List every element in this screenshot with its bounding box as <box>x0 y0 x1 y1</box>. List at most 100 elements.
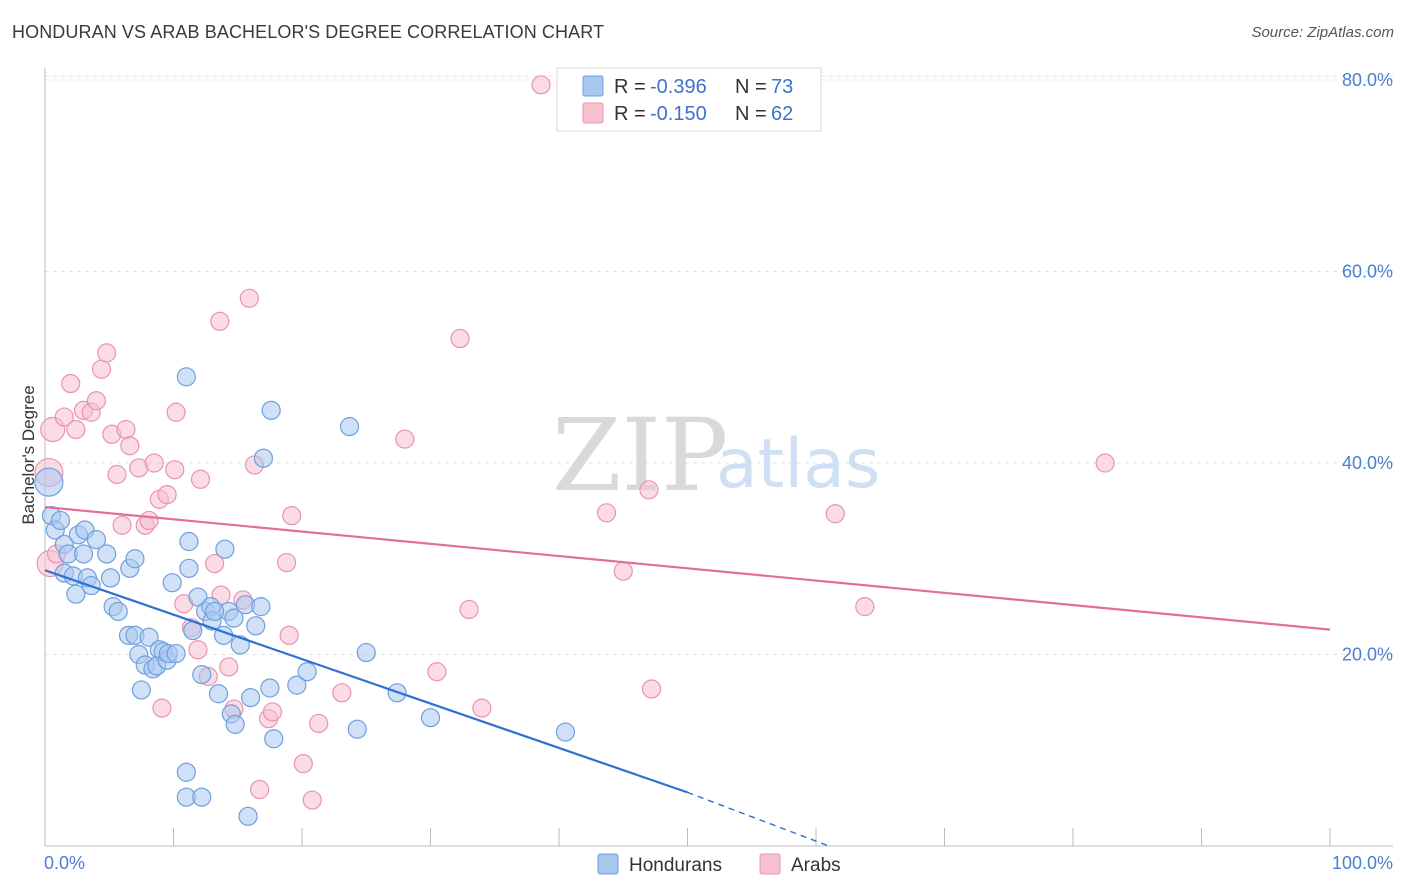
honduran-point-63 <box>347 719 367 739</box>
arab-point-20 <box>144 453 164 473</box>
arab-point-28 <box>190 469 211 489</box>
arab-point-51 <box>459 599 479 620</box>
legend-r-value-2: -0.150 <box>650 103 707 125</box>
honduran-point-57 <box>260 678 280 698</box>
arab-point-42 <box>279 625 299 645</box>
x-tick-max: 100.0% <box>1332 853 1393 873</box>
honduran-point-66 <box>420 708 441 728</box>
source-label: Source: ZipAtlas.com <box>1251 24 1394 41</box>
arab-point-43 <box>282 506 302 526</box>
arab-point-49 <box>427 662 447 682</box>
arab-point-30 <box>205 553 225 574</box>
arab-point-14 <box>112 515 132 535</box>
legend: R = -0.396 N = 73 R = -0.150 N = 62 <box>556 67 822 132</box>
arab-point-36 <box>239 288 259 308</box>
arab-point-10 <box>91 359 112 379</box>
honduran-point-53 <box>241 687 261 708</box>
honduran-point-71 <box>238 806 258 826</box>
arab-point-19 <box>139 510 159 531</box>
legend-n-value-2: 62 <box>771 103 793 125</box>
legend-r-label-1: R = <box>614 76 646 98</box>
arab-point-61 <box>152 698 172 718</box>
legend-swatch-hondurans <box>582 75 604 97</box>
honduran-point-15 <box>97 544 117 564</box>
y-tick-labels: 20.0% 40.0% 60.0% 80.0% <box>1342 70 1393 665</box>
arab-point-55 <box>613 561 633 581</box>
arab-point-52 <box>472 698 492 718</box>
arab-point-33 <box>219 657 239 677</box>
bottom-legend-arabs: Arabs <box>791 855 841 876</box>
arab-point-22 <box>157 484 177 505</box>
points-layer <box>34 75 1115 826</box>
honduran-point-18 <box>108 601 128 622</box>
arab-point-9 <box>86 391 107 411</box>
arab-point-38 <box>249 779 270 800</box>
legend-n-label-1: N = <box>735 76 767 98</box>
arab-trend-line <box>44 505 1331 631</box>
arab-point-47 <box>332 683 352 703</box>
honduran-point-37 <box>179 531 199 552</box>
arab-point-56 <box>639 480 659 500</box>
bottom-legend-hondurans: Hondurans <box>629 855 722 876</box>
honduran-point-46 <box>215 539 235 559</box>
arab-point-60 <box>1095 453 1115 473</box>
honduran-point-24 <box>131 680 151 700</box>
honduran-point-54 <box>246 616 266 636</box>
trend-layer <box>44 505 1331 847</box>
honduran-point-14 <box>86 529 107 550</box>
honduran-point-56 <box>253 448 274 468</box>
x-tick-min: 0.0% <box>44 853 85 873</box>
bottom-legend: Hondurans Arabs <box>597 853 841 876</box>
arab-point-16 <box>120 436 140 456</box>
arab-point-27 <box>188 640 208 660</box>
arab-point-31 <box>210 311 230 331</box>
arab-point-41 <box>276 552 297 573</box>
arab-point-48 <box>395 429 415 449</box>
bottom-legend-swatch-hondurans <box>597 853 619 875</box>
honduran-point-22 <box>125 549 145 569</box>
honduran-point-50 <box>225 714 245 734</box>
watermark-atlas: atlas <box>716 425 880 504</box>
arab-point-5 <box>61 373 81 394</box>
arab-point-45 <box>302 790 322 810</box>
arab-point-40 <box>262 702 283 722</box>
honduran-trend-extension <box>687 791 830 847</box>
arab-point-50 <box>450 328 470 349</box>
watermark: ZIP atlas <box>552 397 880 514</box>
arab-point-11 <box>97 343 117 363</box>
arab-point-24 <box>166 402 186 422</box>
arab-point-58 <box>825 504 845 524</box>
honduran-point-0 <box>34 467 64 497</box>
legend-r-value-1: -0.396 <box>650 76 707 98</box>
honduran-point-59 <box>261 400 281 420</box>
y-tick-label-80: 80.0% <box>1342 70 1393 90</box>
honduran-point-35 <box>176 367 196 387</box>
arab-point-59 <box>855 597 875 617</box>
honduran-point-10 <box>73 544 94 564</box>
arab-point-23 <box>165 460 185 480</box>
arab-point-46 <box>309 713 329 734</box>
legend-r-label-2: R = <box>614 103 646 125</box>
honduran-point-8 <box>66 584 86 604</box>
y-axis-label: Bachelor's Degree <box>19 385 38 524</box>
arab-point-6 <box>66 419 86 440</box>
honduran-point-26 <box>139 627 159 647</box>
honduran-point-60 <box>287 675 307 695</box>
honduran-point-62 <box>339 417 360 437</box>
chart-title: HONDURAN VS ARAB BACHELOR'S DEGREE CORRE… <box>12 22 605 42</box>
honduran-point-40 <box>192 665 212 685</box>
legend-n-label-2: N = <box>735 103 767 125</box>
arab-point-44 <box>293 754 313 774</box>
arab-point-57 <box>641 679 662 699</box>
y-tick-label-20: 20.0% <box>1342 645 1393 665</box>
legend-n-value-1: 73 <box>771 76 793 98</box>
honduran-point-3 <box>50 510 71 531</box>
honduran-point-44 <box>208 684 229 704</box>
honduran-point-70 <box>192 787 212 807</box>
arab-point-15 <box>116 419 136 440</box>
watermark-zip: ZIP <box>552 397 728 514</box>
honduran-point-64 <box>356 642 376 663</box>
honduran-point-33 <box>162 573 182 593</box>
honduran-point-67 <box>555 722 576 742</box>
